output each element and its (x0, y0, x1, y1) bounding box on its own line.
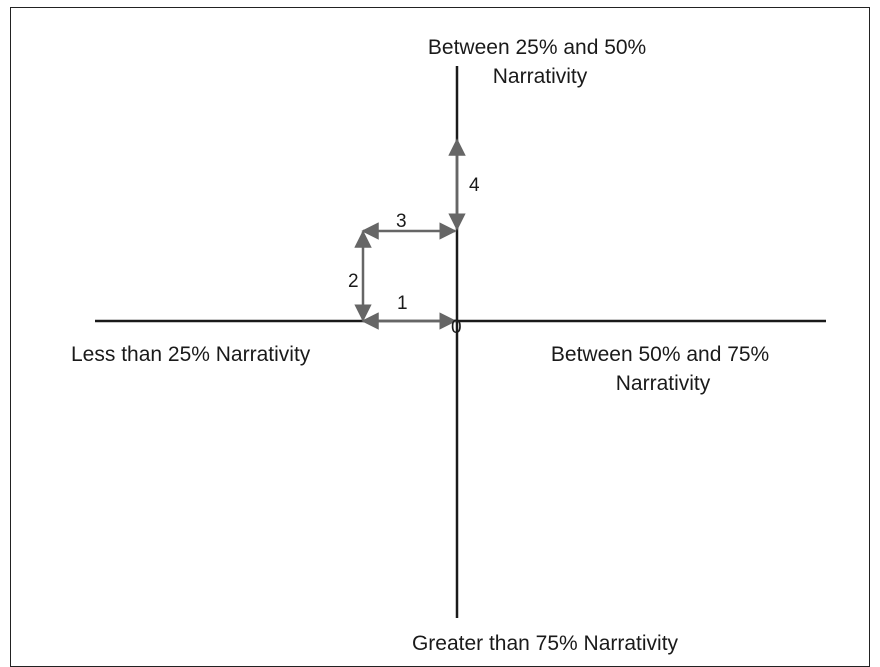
step-label-3: 3 (396, 211, 407, 232)
origin-label: 0 (451, 317, 462, 338)
right-quadrant-label: Between 50% and 75% Narrativity (551, 343, 775, 395)
step-label-2: 2 (348, 271, 359, 292)
step-label-4: 4 (469, 175, 480, 196)
left-quadrant-label: Less than 25% Narrativity (71, 343, 311, 366)
top-quadrant-label: Between 25% and 50% Narrativity (428, 36, 652, 88)
bottom-quadrant-label: Greater than 75% Narrativity (412, 632, 679, 655)
step-label-1: 1 (397, 293, 408, 314)
